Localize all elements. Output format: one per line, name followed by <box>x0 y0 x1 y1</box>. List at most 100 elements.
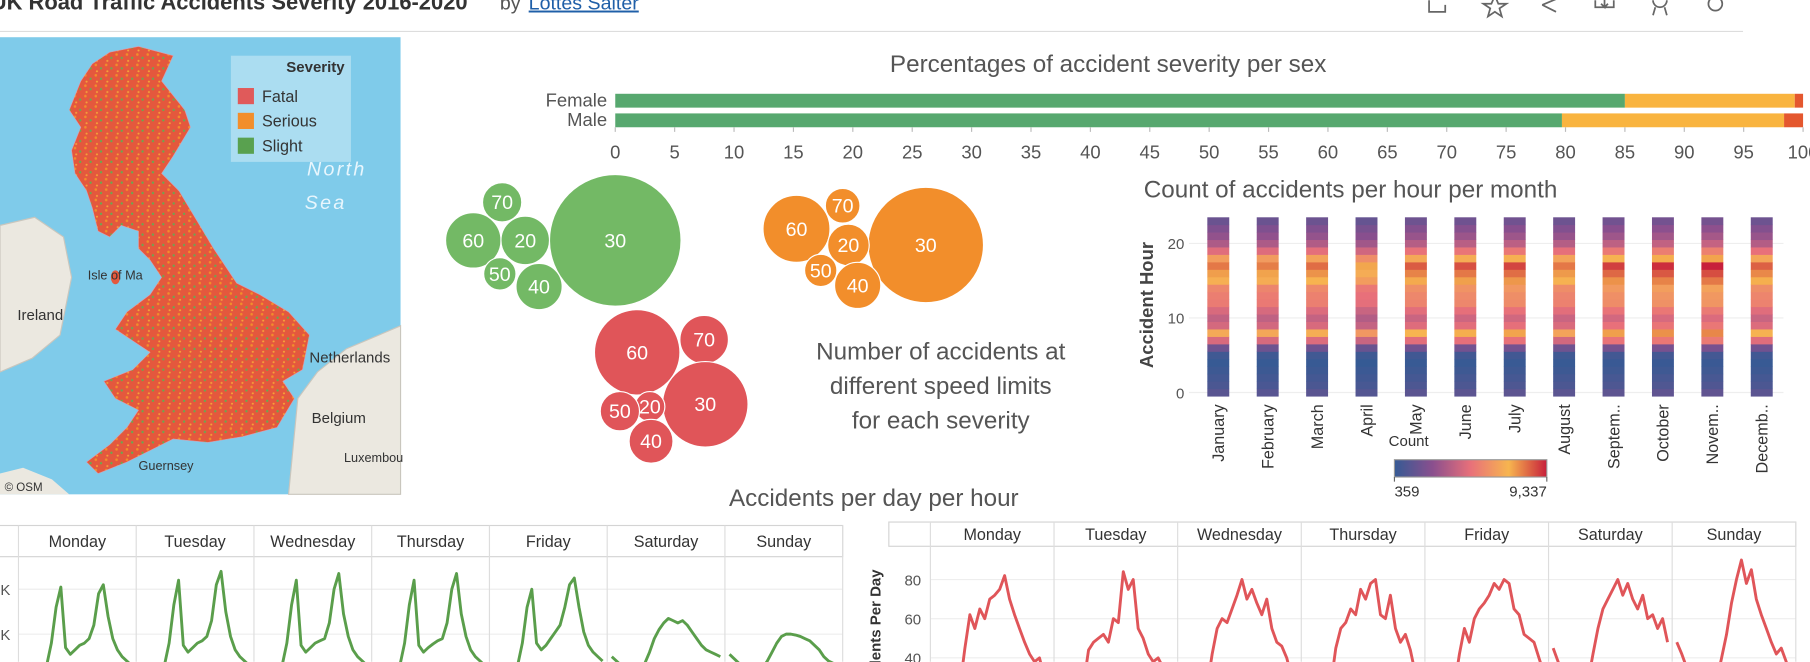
map-place-label: Belgium <box>312 410 366 427</box>
bubble <box>762 194 831 263</box>
heat-cell <box>1355 314 1378 323</box>
favorite-icon[interactable] <box>1480 0 1510 19</box>
heat-cell <box>1207 381 1230 390</box>
heat-cell <box>1256 232 1279 241</box>
heat-cell <box>1207 262 1230 270</box>
heat-cell <box>1454 254 1477 263</box>
heat-cell <box>1256 321 1279 330</box>
map-place-label: Ireland <box>17 307 63 324</box>
heat-cell <box>1750 344 1773 352</box>
france-land <box>0 467 70 495</box>
line-series <box>1085 570 1162 662</box>
toolbar <box>1428 0 1724 19</box>
heat-cell <box>1503 284 1526 293</box>
x-tick-label: 20 <box>843 141 864 162</box>
dashboard-title: UK Road Traffic Accidents Severity 2016-… <box>0 0 468 15</box>
bubble-label: 60 <box>462 230 484 252</box>
heat-cell <box>1355 351 1378 360</box>
x-tick-label: 60 <box>1318 141 1339 162</box>
line-series <box>610 616 721 662</box>
heat-cell <box>1503 224 1526 233</box>
y-tick-label: 20 <box>1168 236 1185 253</box>
heat-cell <box>1306 232 1329 241</box>
heat-cell <box>1207 344 1230 352</box>
heat-cell <box>1503 232 1526 241</box>
heat-cell <box>1701 388 1724 397</box>
download-icon[interactable] <box>1594 0 1615 10</box>
heat-cell <box>1306 262 1329 270</box>
heat-cell <box>1553 269 1576 278</box>
heat-cell <box>1256 276 1279 285</box>
heat-cell <box>1750 351 1773 360</box>
heat-cell <box>1306 329 1329 337</box>
map-place-label: Sea <box>305 192 347 214</box>
heat-cell <box>1256 269 1279 278</box>
panel-header: Tuesday <box>1085 526 1147 544</box>
heat-cell <box>1503 336 1526 345</box>
heat-cell <box>1454 366 1477 375</box>
heat-cell <box>1355 306 1378 315</box>
settings-icon[interactable] <box>1707 0 1724 12</box>
map-place-label: Isle of Ma <box>88 269 144 283</box>
heat-cell <box>1503 254 1526 263</box>
heat-cell <box>1306 239 1329 248</box>
heat-cell <box>1602 291 1625 300</box>
heat-cell <box>1701 321 1724 330</box>
heat-cell <box>1207 247 1230 255</box>
heat-cell <box>1602 217 1625 226</box>
heat-cell <box>1503 269 1526 278</box>
heat-cell <box>1503 366 1526 375</box>
heat-cell <box>1651 321 1674 330</box>
edit-icon[interactable] <box>1428 0 1447 13</box>
heat-cell <box>1602 299 1625 308</box>
heat-cell <box>1306 247 1329 255</box>
panel-header: Thursday <box>397 533 465 551</box>
heat-cell <box>1553 254 1576 263</box>
heat-cell <box>1701 291 1724 300</box>
heat-cell <box>1503 239 1526 248</box>
heat-cell <box>1256 329 1279 337</box>
heat-cell <box>1602 284 1625 293</box>
line-series <box>281 572 366 662</box>
heat-cell <box>1256 373 1279 382</box>
heat-cell <box>1750 224 1773 233</box>
heat-cell <box>1503 306 1526 315</box>
heat-cell <box>1651 373 1674 382</box>
x-tick-label: January <box>1210 403 1228 461</box>
badge-icon[interactable] <box>1652 0 1668 16</box>
heat-cell <box>1404 366 1427 375</box>
share-icon[interactable] <box>1541 0 1557 13</box>
bubble <box>599 391 641 432</box>
heat-cell <box>1602 366 1625 375</box>
heat-cell <box>1207 276 1230 285</box>
heat-cell <box>1207 291 1230 300</box>
heat-cell <box>1602 232 1625 241</box>
heat-cell <box>1553 299 1576 308</box>
map-place-label: Netherlands <box>309 350 390 367</box>
heat-cell <box>1256 284 1279 293</box>
heat-cell <box>1602 381 1625 390</box>
x-tick-label: 50 <box>1199 141 1220 162</box>
heat-cell <box>1602 351 1625 360</box>
x-tick-label: 80 <box>1555 141 1576 162</box>
heat-cell <box>1207 239 1230 248</box>
heat-cell <box>1651 276 1674 285</box>
heat-cell <box>1404 336 1427 345</box>
heat-cell <box>1355 336 1378 345</box>
x-tick-label: 95 <box>1733 141 1754 162</box>
bar-segment <box>1794 93 1804 108</box>
heat-cell <box>1503 314 1526 323</box>
heat-cell <box>1750 254 1773 263</box>
heat-cell <box>1454 329 1477 337</box>
heat-cell <box>1651 291 1674 300</box>
bubble-label: 20 <box>838 235 860 257</box>
heat-cell <box>1602 224 1625 233</box>
byline: by <box>500 0 521 15</box>
author-link[interactable]: Lottes Salter <box>529 0 640 15</box>
heat-cell <box>1701 254 1724 263</box>
heat-cell <box>1404 381 1427 390</box>
heat-cell <box>1651 336 1674 345</box>
heat-cell <box>1503 381 1526 390</box>
bubble <box>628 418 674 464</box>
bubble-label: 20 <box>639 397 661 419</box>
